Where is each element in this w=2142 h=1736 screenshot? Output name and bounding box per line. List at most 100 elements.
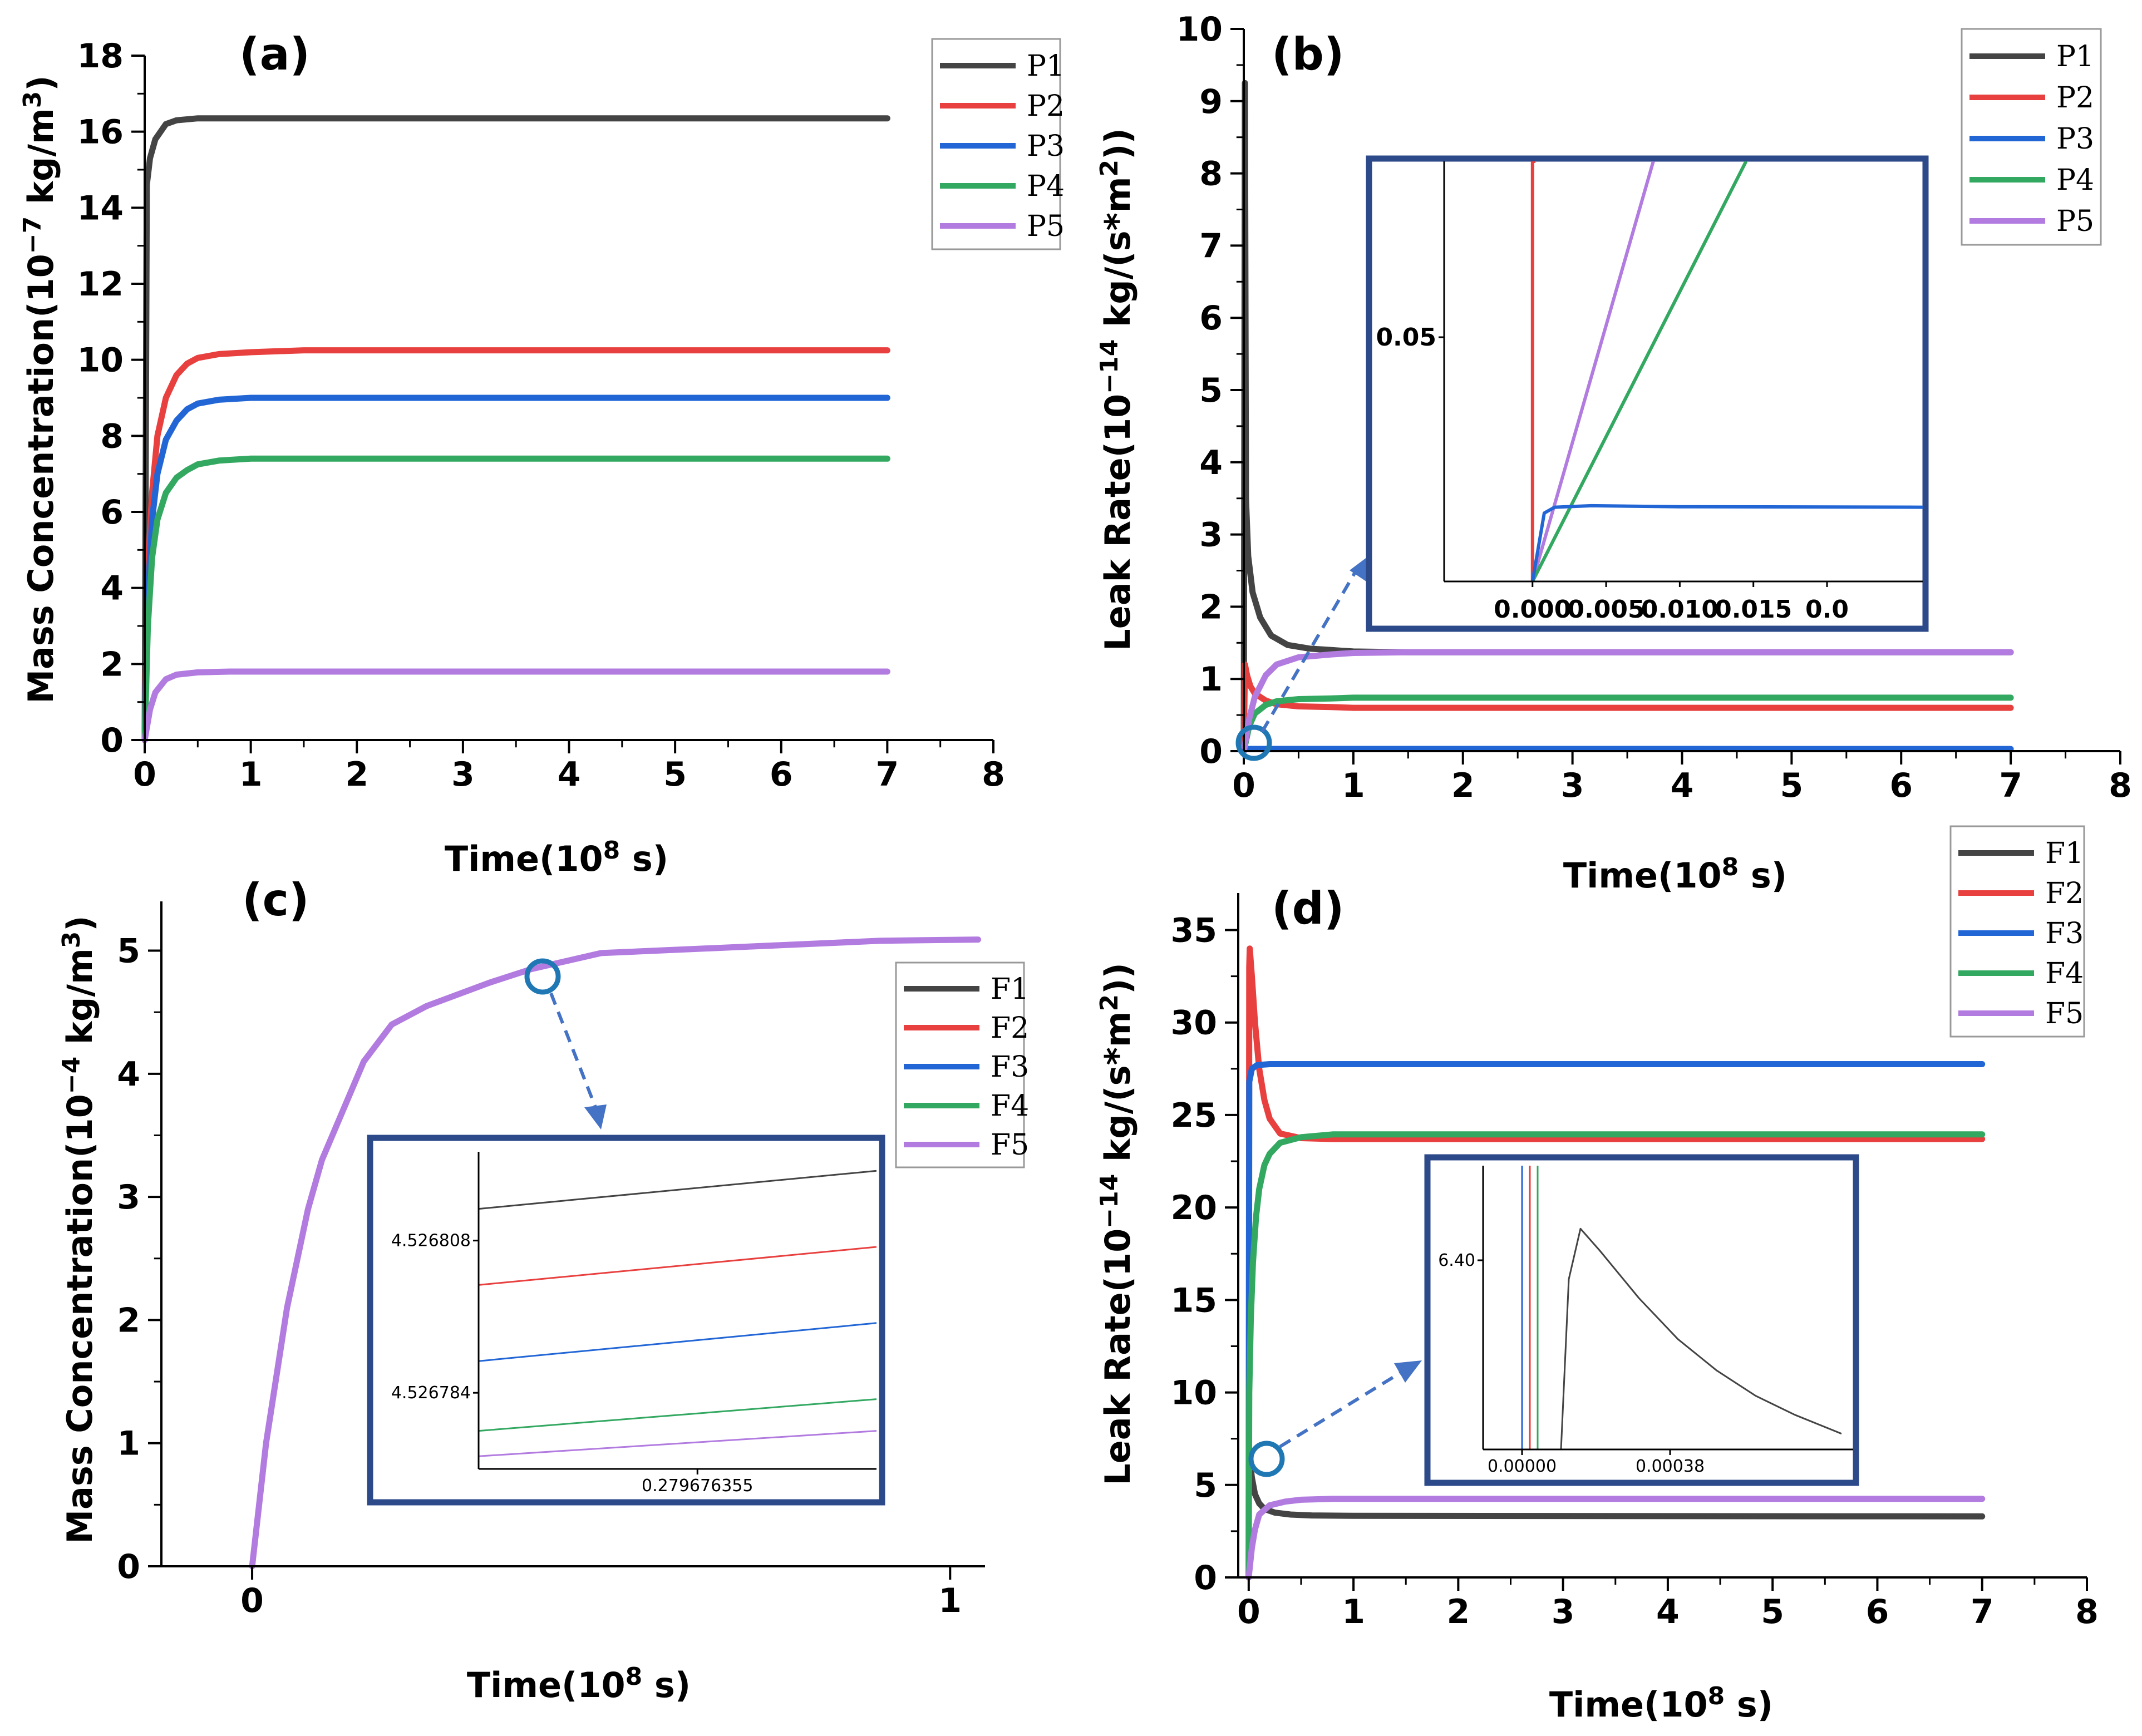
c-inset-series-f1 bbox=[479, 1170, 877, 1210]
a-y-tick-label: 16 bbox=[77, 113, 124, 152]
d-series-f1 bbox=[1247, 1456, 1986, 1520]
b-series-p5 bbox=[1240, 649, 2014, 754]
b-x-tick-label: 1 bbox=[1342, 766, 1365, 805]
d-y-tick-label: 25 bbox=[1171, 1096, 1218, 1135]
a-y-tick-label: 14 bbox=[77, 189, 124, 228]
legend-a: P1 P2 P3 P4 P5 bbox=[931, 38, 1065, 250]
b-y-tick-label: 0 bbox=[1199, 732, 1223, 771]
a-x-tick-label: 1 bbox=[239, 755, 263, 794]
b-x-tick-label: 7 bbox=[1999, 766, 2022, 805]
a-legend-label-p1: P1 bbox=[1027, 50, 1065, 83]
b-x-tick-label: 5 bbox=[1780, 766, 1804, 805]
c-x-tick-label: 0 bbox=[240, 1581, 264, 1620]
a-y-tick-label: 18 bbox=[77, 37, 124, 76]
d-legend-label-f3: F3 bbox=[2045, 917, 2084, 950]
b-y-tick-label: 2 bbox=[1199, 588, 1223, 627]
d-x-tick-label: 7 bbox=[1971, 1592, 1994, 1631]
d-inset-frame bbox=[1424, 1154, 1859, 1486]
zoom-marker-c bbox=[524, 958, 561, 995]
d-inset-series-f1 bbox=[1553, 1227, 1842, 1449]
c-legend-label-f3: F3 bbox=[991, 1051, 1029, 1084]
d-y-tick-label: 35 bbox=[1171, 911, 1218, 950]
d-x-tick-label: 3 bbox=[1552, 1592, 1575, 1631]
b-inset-x-tick-label: 0.010 bbox=[1641, 595, 1718, 624]
b-x-tick-label: 2 bbox=[1451, 766, 1475, 805]
zoom-arrow-c bbox=[549, 992, 597, 1108]
d-legend-label-f1: F1 bbox=[2045, 837, 2084, 870]
legend-c: F1 F2 F3 F4 F5 bbox=[895, 961, 1029, 1168]
b-y-tick-label: 6 bbox=[1199, 299, 1223, 338]
b-y-tick-label: 9 bbox=[1199, 82, 1223, 121]
a-x-tick-label: 8 bbox=[982, 755, 1005, 794]
a-series-p5 bbox=[141, 668, 890, 743]
b-legend-label-p2: P2 bbox=[2056, 81, 2094, 115]
d-y-tick-label: 0 bbox=[1194, 1559, 1217, 1597]
c-legend-label-f1: F1 bbox=[991, 973, 1029, 1006]
b-inset-x-tick-label: 0.005 bbox=[1567, 595, 1644, 624]
b-inset-x-tick-label: 0.0 bbox=[1805, 595, 1849, 624]
panel-label-a: (a) bbox=[239, 28, 310, 80]
b-y-tick-label: 10 bbox=[1176, 10, 1223, 49]
c-inset-y-tick-label: 4.526808 bbox=[391, 1231, 471, 1251]
zoom-arrow-d bbox=[1279, 1370, 1404, 1448]
c-legend-label-f5: F5 bbox=[991, 1128, 1029, 1162]
a-x-tick-label: 0 bbox=[133, 755, 156, 794]
d-x-tick-label: 8 bbox=[2075, 1592, 2099, 1631]
b-inset-x-tick-label: 0.000 bbox=[1494, 595, 1571, 624]
inset-c: 0.279676355 4.526808 4.526784 bbox=[367, 1135, 885, 1506]
a-x-tick-label: 2 bbox=[345, 755, 368, 794]
c-y-tick-label: 0 bbox=[117, 1547, 140, 1586]
b-inset-series-p5 bbox=[1530, 161, 1655, 581]
b-y-tick-label: 1 bbox=[1199, 660, 1223, 699]
a-legend-label-p2: P2 bbox=[1027, 90, 1065, 123]
c-y-tick-label: 3 bbox=[117, 1178, 140, 1217]
panel-b: (b) 0 1 2 3 4 5 6 7 8 0 1 2 3 4 5 6 7 8 9 10 Time(108 s) Le… bbox=[1095, 10, 2132, 896]
c-y-tick-label: 4 bbox=[117, 1055, 140, 1094]
panel-c: (c) 0 1 0 1 2 3 4 5 Time(108 s) Mass Concentrat… bbox=[57, 874, 1029, 1705]
a-legend-label-p5: P5 bbox=[1027, 210, 1065, 243]
x-axis-label-a: Time(108 s) bbox=[445, 836, 668, 879]
b-inset-series-p3 bbox=[1530, 504, 1923, 581]
legend-d: F1 F2 F3 F4 F5 bbox=[1949, 825, 2085, 1038]
a-legend-label-p4: P4 bbox=[1027, 170, 1065, 203]
b-inset-frame bbox=[1366, 155, 1929, 632]
d-series-f3 bbox=[1245, 1061, 1986, 1581]
zoom-arrow-b bbox=[1260, 566, 1360, 733]
d-x-tick-label: 2 bbox=[1446, 1592, 1470, 1631]
a-series-p4 bbox=[141, 455, 890, 743]
legend-b: P1 P2 P3 P4 P5 bbox=[1961, 28, 2102, 246]
d-x-tick-label: 4 bbox=[1656, 1592, 1680, 1631]
c-legend-label-f4: F4 bbox=[991, 1089, 1029, 1123]
y-axis-label-b: Leak Rate(10−14 kg/(s*m2)) bbox=[1095, 128, 1138, 651]
d-x-tick-label: 5 bbox=[1761, 1592, 1784, 1631]
d-y-tick-label: 5 bbox=[1194, 1466, 1217, 1505]
b-inset-series-p4 bbox=[1531, 161, 1748, 581]
d-y-tick-label: 30 bbox=[1171, 1004, 1218, 1043]
b-y-tick-label: 8 bbox=[1199, 155, 1223, 194]
c-y-tick-label: 1 bbox=[117, 1424, 140, 1463]
a-y-tick-label: 8 bbox=[100, 417, 124, 456]
d-y-tick-label: 10 bbox=[1171, 1374, 1218, 1413]
a-x-tick-label: 5 bbox=[663, 755, 687, 794]
y-axis-label-d: Leak Rate(10−14 kg/(s*m2)) bbox=[1095, 963, 1138, 1486]
b-y-tick-label: 3 bbox=[1199, 516, 1223, 555]
b-legend-label-p5: P5 bbox=[2056, 205, 2094, 238]
c-y-tick-label: 2 bbox=[117, 1301, 140, 1340]
d-series-f4 bbox=[1245, 1131, 1986, 1581]
b-x-tick-label: 6 bbox=[1889, 766, 1913, 805]
c-x-tick-label: 1 bbox=[938, 1581, 962, 1620]
a-y-tick-label: 10 bbox=[77, 341, 124, 380]
c-inset-series-f4 bbox=[479, 1398, 877, 1432]
a-x-tick-label: 6 bbox=[770, 755, 793, 794]
a-y-tick-label: 2 bbox=[100, 645, 124, 684]
a-y-tick-label: 0 bbox=[100, 721, 124, 760]
zoom-arrowhead-c bbox=[584, 1104, 607, 1130]
a-series-p3 bbox=[141, 394, 890, 743]
panel-label-c: (c) bbox=[242, 874, 309, 926]
b-inset-y-tick-label: 0.05 bbox=[1376, 323, 1436, 352]
x-axis-label-d: Time(108 s) bbox=[1549, 1682, 1773, 1725]
c-y-tick-label: 5 bbox=[117, 932, 140, 971]
